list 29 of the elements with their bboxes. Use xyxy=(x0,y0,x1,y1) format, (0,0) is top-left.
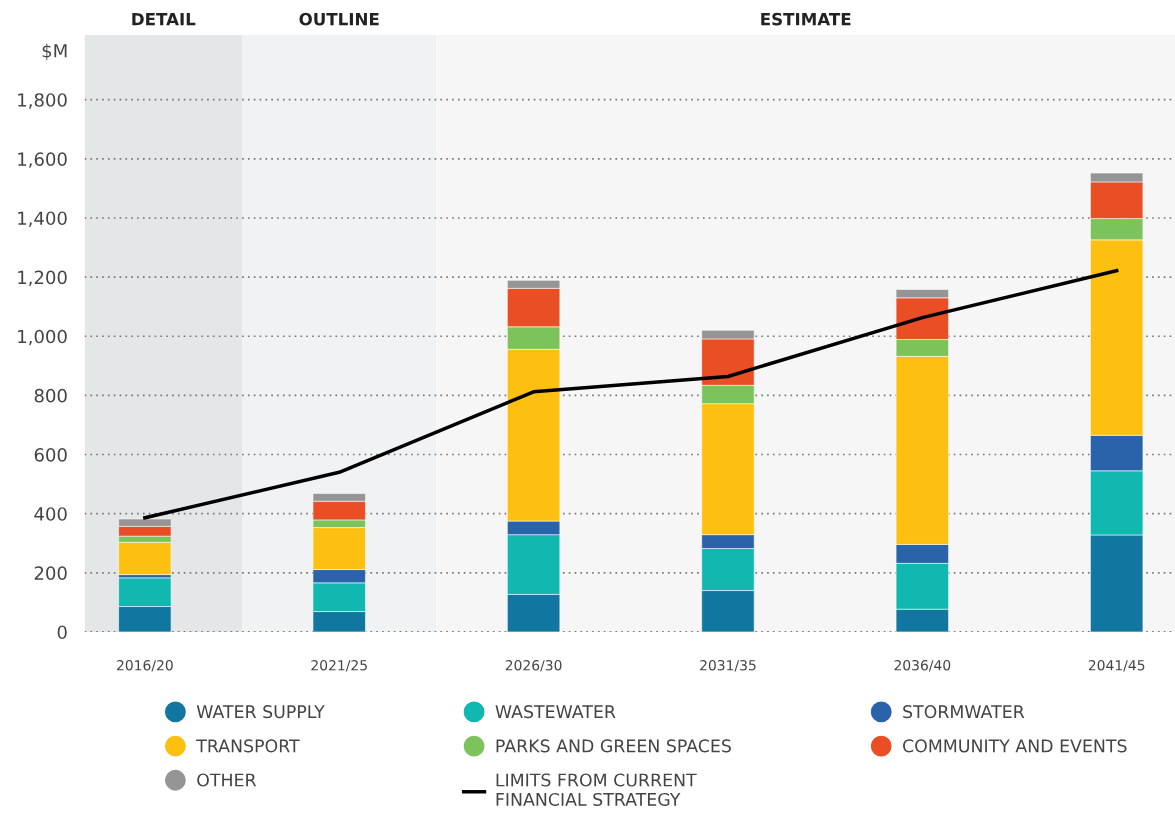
x-tick-label: 2016/20 xyxy=(117,659,173,672)
legend-label: WATER SUPPLY xyxy=(196,705,325,719)
y-tick-label: 1,200 xyxy=(18,270,67,287)
y-tick-label: 1,600 xyxy=(18,152,67,168)
x-tick-label: 2041/45 xyxy=(1088,659,1145,672)
legend-label: LIMITS FROM CURRENT FINANCIAL STRATEGY xyxy=(496,773,697,807)
y-tick-label: 1,800 xyxy=(18,93,67,109)
y-axis-title: $M xyxy=(42,43,67,60)
x-tick-label: 2026/30 xyxy=(505,659,562,672)
y-tick-label: 0 xyxy=(57,625,67,640)
x-tick-label: 2021/25 xyxy=(311,659,367,672)
band-label: ESTIMATE xyxy=(761,12,851,26)
legend-label: COMMUNITY AND EVENTS xyxy=(903,739,1127,753)
y-tick-label: 1,400 xyxy=(18,211,67,227)
band-label: DETAIL xyxy=(132,13,196,26)
legend-label: STORMWATER xyxy=(903,705,1025,719)
legend-label: PARKS AND GREEN SPACES xyxy=(496,739,731,753)
y-tick-label: 800 xyxy=(34,388,67,403)
legend-label: WASTEWATER xyxy=(495,705,616,719)
legend-label: TRANSPORT xyxy=(196,739,300,753)
legend-label: OTHER xyxy=(197,773,257,787)
x-tick-label: 2036/40 xyxy=(894,659,951,672)
x-tick-label: 2031/35 xyxy=(700,659,756,672)
band-label: OUTLINE xyxy=(299,12,379,26)
y-tick-label: 1,000 xyxy=(18,329,67,346)
y-tick-label: 200 xyxy=(34,566,67,580)
line-series xyxy=(143,268,1119,520)
y-tick-label: 600 xyxy=(34,447,67,462)
y-tick-label: 400 xyxy=(34,507,67,521)
